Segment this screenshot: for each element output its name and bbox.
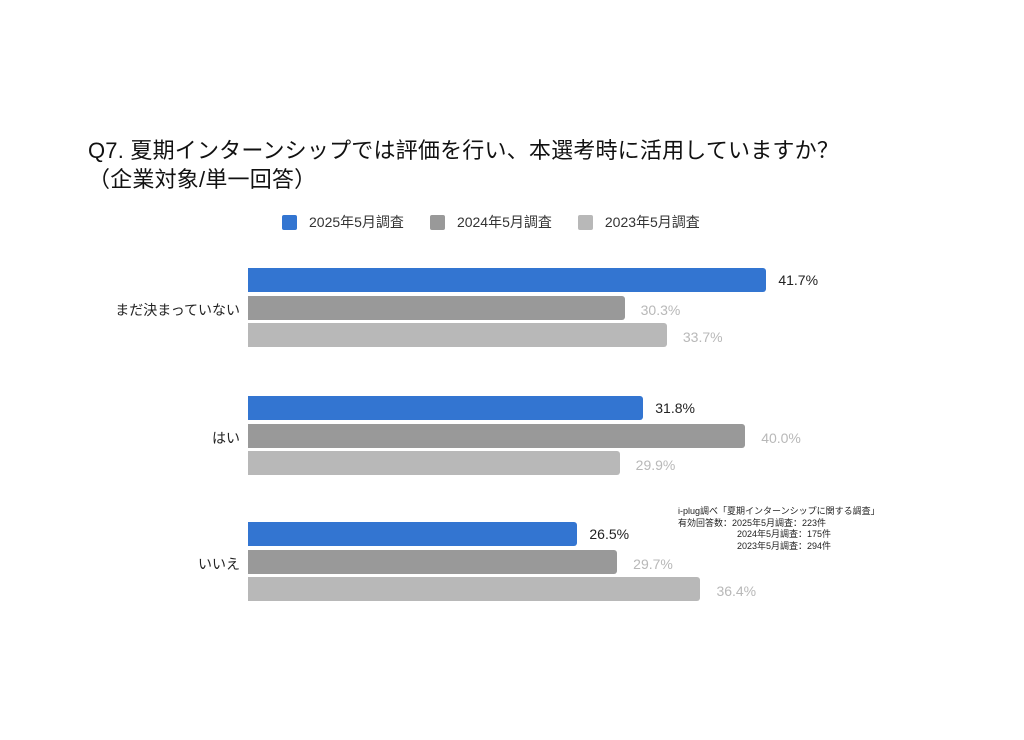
chart-title-line2: （企業対象/単一回答） <box>88 167 317 192</box>
category-label: はい <box>212 429 240 446</box>
bar-2024年5月調査 <box>248 423 746 448</box>
bar-value-label: 26.5% <box>589 526 630 542</box>
bar-value-label: 33.7% <box>682 329 723 345</box>
bar-value-label: 31.8% <box>655 400 695 416</box>
bar-2023年5月調査 <box>248 577 701 601</box>
bar-value-label: 29.9% <box>635 457 676 473</box>
legend-label-2024: 2024年5月調査 <box>456 214 552 230</box>
legend-item-2023: 2023年5月調査 <box>577 212 700 232</box>
chart-legend: 2025年5月調査 2024年5月調査 2023年5月調査 <box>282 212 726 232</box>
source-note-line4: 2023年5月調査：294件 <box>737 540 832 551</box>
legend-swatch-2025 <box>282 214 297 230</box>
legend-swatch-2024 <box>429 214 445 230</box>
bar-2024年5月調査 <box>248 549 618 574</box>
category-label: まだ決まっていない <box>115 301 240 318</box>
source-note-line1: i-plug調べ「夏期インターンシップに関する調査」 <box>678 506 880 516</box>
bar-2025年5月調査 <box>248 268 767 292</box>
source-note-line3: 2024年5月調査：175件 <box>737 529 832 539</box>
bar-value-label: 30.3% <box>640 301 681 318</box>
chart-title: Q7. 夏期インターンシップでは評価を行い、本選考時に活用していますか？ （企業… <box>88 136 839 194</box>
source-note-line2: 有効回答数：2025年5月調査：223件 <box>678 517 827 528</box>
bar-value-label: 41.7% <box>778 272 819 288</box>
bar-2025年5月調査 <box>248 396 644 420</box>
source-note: i-plug調べ「夏期インターンシップに関する調査」 有効回答数：2025年5月調… <box>678 506 880 552</box>
legend-label-2023: 2023年5月調査 <box>604 214 700 230</box>
bar-2024年5月調査 <box>248 295 625 320</box>
legend-label-2025: 2025年5月調査 <box>309 214 404 230</box>
bar-2023年5月調査 <box>248 451 620 475</box>
bar-2023年5月調査 <box>248 323 667 347</box>
bar-value-label: 36.4% <box>716 583 757 599</box>
bar-value-label: 29.7% <box>633 555 673 572</box>
legend-swatch-2023 <box>577 214 593 230</box>
bar-value-label: 40.0% <box>761 429 801 446</box>
bar-2025年5月調査 <box>248 522 578 546</box>
category-label: いいえ <box>198 555 240 572</box>
legend-item-2024: 2024年5月調査 <box>429 212 552 232</box>
legend-item-2025: 2025年5月調査 <box>282 212 404 232</box>
chart-title-line1: Q7. 夏期インターンシップでは評価を行い、本選考時に活用していますか？ <box>88 138 840 163</box>
